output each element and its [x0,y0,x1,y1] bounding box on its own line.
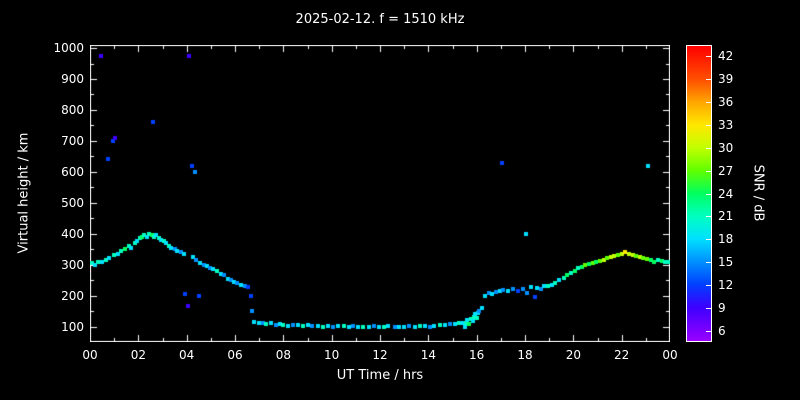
colorbar-tick-mark [706,194,711,195]
colorbar-tick-mark [706,285,711,286]
y-tick-label: 800 [61,102,84,117]
colorbar-tick-label: 12 [718,277,734,292]
x-tick-label: 22 [614,348,630,362]
colorbar-label: SNR / dB [750,164,766,222]
x-tick-label: 20 [565,348,581,362]
y-axis-label: Virtual height / km [16,132,32,254]
y-tick-label: 600 [61,164,84,179]
colorbar-tick-mark [706,308,711,309]
y-tick-label: 1000 [53,41,84,56]
y-tick-label: 500 [61,195,84,210]
colorbar-tick-mark [706,79,711,80]
x-tick-label: 02 [130,348,146,362]
x-tick-label: 08 [275,348,291,362]
y-tick-label: 200 [61,288,84,303]
colorbar-tick-label: 24 [718,186,734,201]
x-tick-label: 06 [227,348,243,362]
x-tick-label: 14 [420,348,436,362]
colorbar-tick-label: 9 [718,300,726,315]
colorbar-tick-mark [706,171,711,172]
colorbar-tick-label: 6 [718,323,726,338]
colorbar-gradient [686,45,712,342]
colorbar-tick-label: 42 [718,49,734,64]
x-tick-label: 00 [662,348,678,362]
colorbar-tick-label: 39 [718,72,734,87]
chart-title: 2025-02-12. f = 1510 kHz [295,12,465,27]
colorbar-tick-label: 33 [718,117,734,132]
y-tick-label: 400 [61,226,84,241]
x-axis-label: UT Time / hrs [336,368,424,383]
x-tick-label: 12 [372,348,388,362]
y-tick-label: 700 [61,133,84,148]
colorbar-tick-mark [706,102,711,103]
scatter-plot-canvas [90,45,670,342]
y-tick-label: 100 [61,319,84,334]
y-tick-label: 300 [61,257,84,272]
colorbar-tick-label: 21 [718,209,734,224]
colorbar-tick-mark [706,262,711,263]
x-tick-label: 18 [517,348,533,362]
colorbar-tick-label: 18 [718,232,734,247]
colorbar-tick-label: 15 [718,255,734,270]
colorbar-tick-mark [706,239,711,240]
colorbar-tick-label: 36 [718,95,734,110]
colorbar-tick-label: 27 [718,163,734,178]
colorbar-tick-label: 30 [718,140,734,155]
colorbar-tick-mark [706,331,711,332]
y-tick-label: 900 [61,72,84,87]
colorbar-tick-mark [706,56,711,57]
colorbar-tick-mark [706,125,711,126]
x-tick-label: 04 [179,348,195,362]
x-tick-label: 00 [82,348,98,362]
x-tick-label: 10 [324,348,340,362]
colorbar-tick-mark [706,148,711,149]
x-tick-label: 16 [469,348,485,362]
colorbar-tick-mark [706,216,711,217]
